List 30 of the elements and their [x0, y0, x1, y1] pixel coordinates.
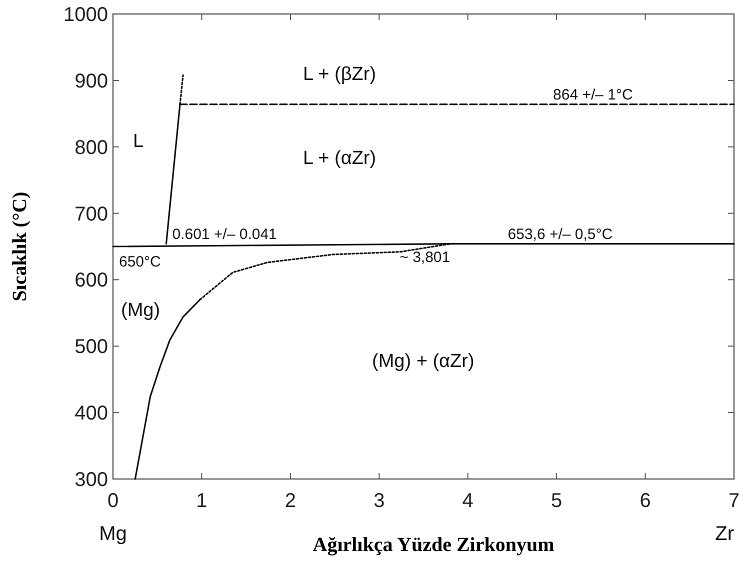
- y-tick-label: 400: [74, 402, 108, 425]
- x-tick-label: 2: [284, 490, 296, 512]
- y-tick-label: 1000: [64, 4, 108, 26]
- annotation: L + (βZr): [303, 64, 376, 85]
- x-tick-label: 5: [551, 490, 562, 512]
- x-tick-label: 1: [196, 490, 208, 512]
- y-axis-title: Sıcaklık (°C): [9, 192, 31, 302]
- annotation: (Mg) + (αZr): [372, 351, 474, 372]
- annotation: L + (αZr): [303, 148, 376, 169]
- x-tick-label: 4: [462, 490, 474, 512]
- text: Mg: [99, 523, 127, 545]
- y-tick-label: 600: [74, 270, 108, 292]
- y-tick-label: 500: [74, 336, 108, 358]
- annotation: 864 +/– 1°C: [553, 86, 633, 104]
- annotation: (Mg): [121, 300, 160, 321]
- x-tick-label: 7: [728, 490, 740, 512]
- y-tick-label: 900: [74, 70, 108, 92]
- y-tick-label: 700: [74, 203, 108, 226]
- text: Zr: [715, 523, 734, 545]
- annotation: 650°C: [119, 254, 162, 270]
- y-tick-label: 800: [74, 136, 108, 159]
- annotation: ~ 3,801: [400, 248, 450, 266]
- x-axis-title: Ağırlıkça Yüzde Zirkonyum: [312, 534, 555, 556]
- annotation: 653,6 +/– 0,5°C: [508, 226, 613, 243]
- x-tick-label: 0: [107, 490, 119, 512]
- annotation: L: [133, 131, 144, 152]
- x-tick-label: 3: [374, 490, 385, 512]
- y-tick-label: 300: [74, 469, 108, 491]
- x-tick-label: 6: [640, 490, 651, 512]
- annotation: 0.601 +/– 0.041: [172, 226, 277, 243]
